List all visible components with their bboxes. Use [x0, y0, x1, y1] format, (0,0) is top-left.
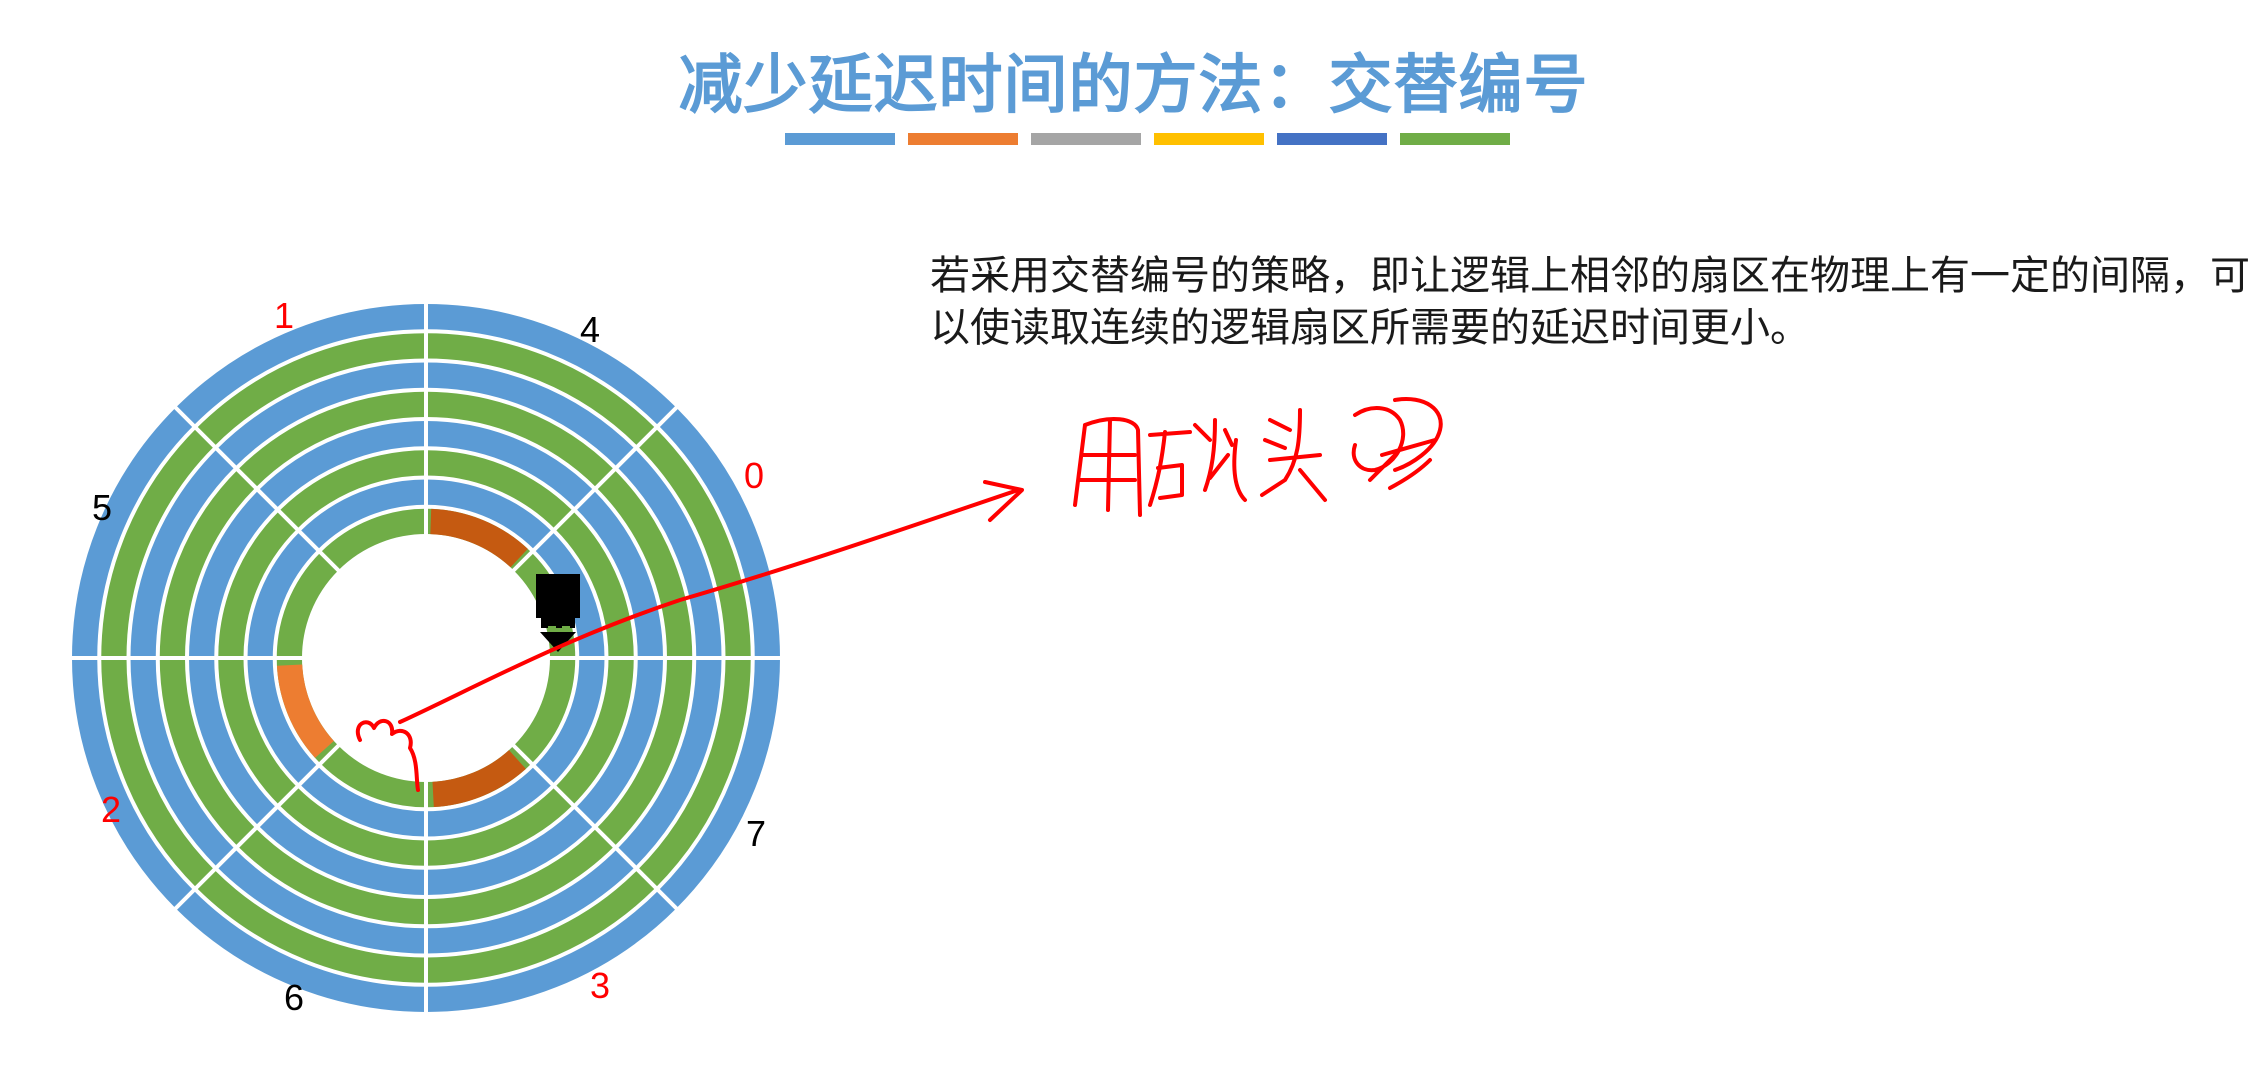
title-bar-4 — [1154, 133, 1264, 145]
handwritten-annotation — [355, 397, 1443, 792]
sector-label-6: 6 — [284, 977, 304, 1018]
handwriting-char-4 — [1351, 397, 1443, 490]
annotation-arrow-line — [398, 488, 1020, 724]
handwriting-char-2 — [1148, 418, 1247, 507]
sector-label-2: 2 — [101, 789, 121, 830]
sector-labels: 0 1 2 3 4 5 6 7 — [92, 295, 766, 1018]
sector-label-3: 3 — [590, 965, 610, 1006]
slide-title: 减少延迟时间的方法：交替编号 — [678, 49, 1589, 123]
highlight-sector-left — [276, 664, 334, 758]
highlighted-sectors — [276, 508, 528, 808]
title-bar-3 — [1031, 133, 1141, 145]
sector-label-4: 4 — [580, 309, 600, 350]
description-text: 若采用交替编号的策略，即让逻辑上相邻的扇区在物理上有一定的间隔，可以使读取连续的… — [930, 253, 2250, 351]
title-bar-5 — [1277, 133, 1387, 145]
sector-label-0: 0 — [744, 455, 764, 496]
sector-divider-7 — [509, 741, 681, 913]
title-bar-2 — [908, 133, 1018, 145]
annotation-squiggle — [355, 718, 420, 792]
sector-label-1: 1 — [274, 295, 294, 336]
sector-dividers — [68, 300, 784, 1016]
highlight-sector-top — [430, 508, 528, 568]
annotation-arrowhead — [983, 480, 1024, 522]
disk-head-icon — [536, 574, 580, 652]
sector-divider-8 — [171, 403, 343, 575]
handwriting-char-1 — [1073, 417, 1142, 517]
sector-divider-3 — [509, 403, 681, 575]
title-bar-6 — [1400, 133, 1510, 145]
title-bar-1 — [785, 133, 895, 145]
sector-label-7: 7 — [746, 813, 766, 854]
sector-divider-4 — [171, 741, 343, 913]
highlight-sector-bottom — [432, 750, 526, 808]
handwriting-char-3 — [1260, 408, 1327, 502]
sector-label-5: 5 — [92, 487, 112, 528]
